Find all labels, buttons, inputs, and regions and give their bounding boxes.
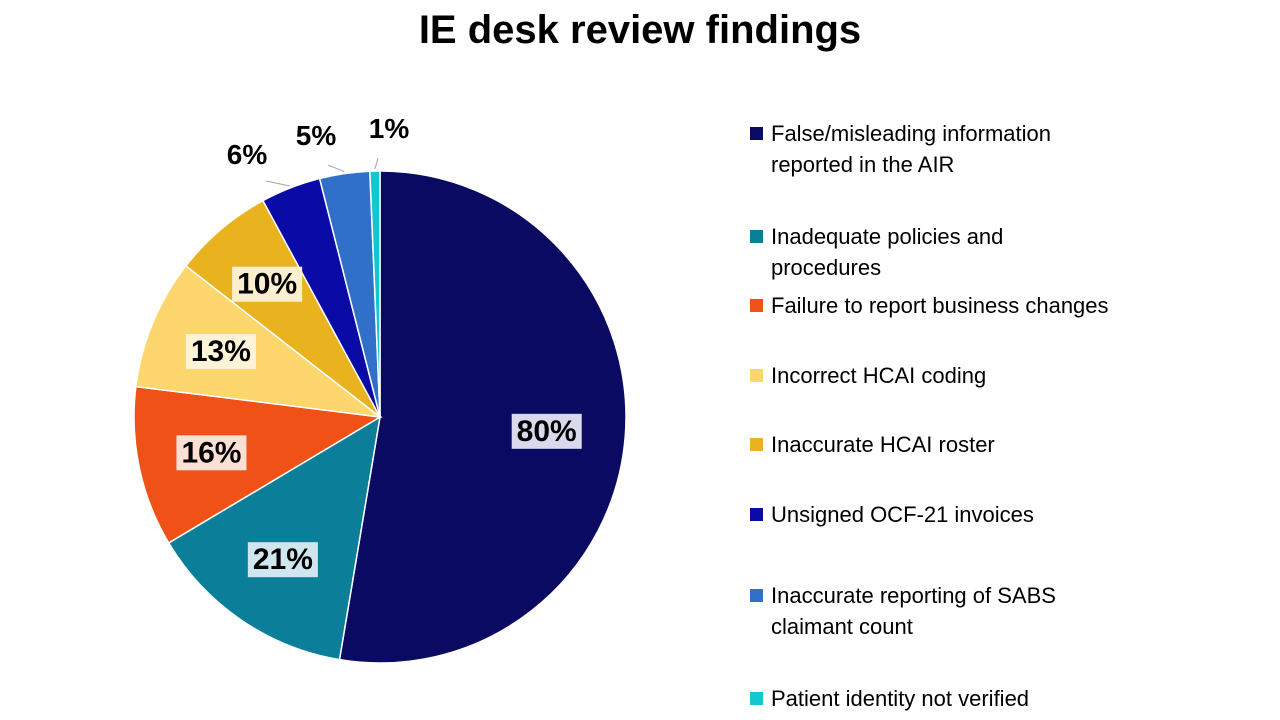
legend-item: Inaccurate reporting of SABS claimant co… [750,580,1111,642]
data-label: 10% [237,268,297,301]
legend-label: Inaccurate reporting of SABS claimant co… [771,583,1056,639]
legend-swatch [750,369,763,382]
data-label: 6% [227,139,268,170]
data-label: 80% [517,415,577,448]
data-label: 16% [181,436,241,469]
legend-swatch [750,127,763,140]
legend-item: Inaccurate HCAI roster [750,429,1111,460]
legend-label: Failure to report business changes [771,293,1109,318]
legend-swatch [750,299,763,312]
data-label-box [247,542,318,578]
legend-swatch [750,230,763,243]
leader-line [327,164,345,173]
leader-line [374,157,379,170]
data-label-box [185,334,256,370]
legend-item: Incorrect HCAI coding [750,360,1111,391]
legend-label: Unsigned OCF-21 invoices [771,502,1034,527]
pie-slice [338,170,627,664]
legend-item: Patient identity not verified [750,683,1111,714]
data-label: 13% [191,335,251,368]
pie-slice [133,385,383,544]
pie-slice [167,415,382,661]
data-label: 21% [253,543,313,576]
legend-label: Incorrect HCAI coding [771,363,987,388]
chart-title: IE desk review findings [418,8,862,52]
legend-label: False/misleading information reported in… [771,121,1052,177]
pie-slice [135,264,383,419]
legend-swatch [750,589,763,602]
legend-item: Failure to report business changes [750,290,1111,321]
data-label: 1% [369,113,410,144]
data-label-box [176,435,247,471]
legend-label: Inaccurate HCAI roster [771,432,995,457]
legend-label: Inadequate policies and procedures [771,224,1004,280]
data-label-box [511,413,582,449]
leader-line [265,180,290,187]
data-label-box [232,266,303,302]
data-label: 5% [296,120,337,151]
pie-chart: 80% 21% 16% 13% 10% 6% 5% 1% [133,113,627,664]
legend-swatch [750,508,763,521]
legend-swatch [750,438,763,451]
legend-item: Unsigned OCF-21 invoices [750,499,1111,530]
legend-label: Patient identity not verified [771,686,1030,711]
legend-item: False/misleading information reported in… [750,118,1111,180]
legend-item: Inadequate policies and procedures [750,221,1111,283]
pie-slice [369,170,381,418]
legend-swatch [750,692,763,705]
